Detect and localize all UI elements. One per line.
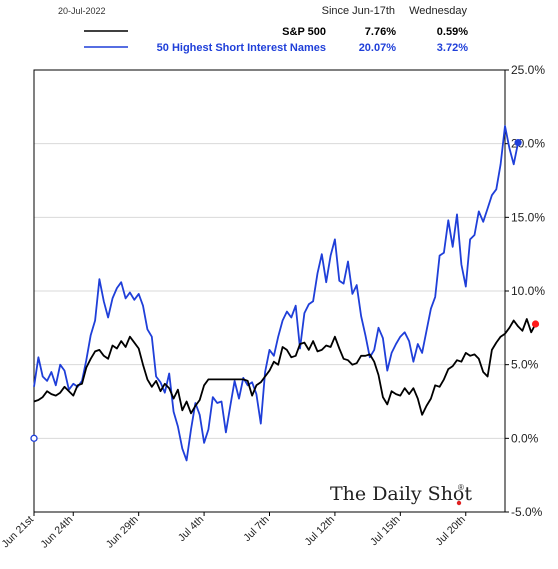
x-tick-label: Jul 20th: [433, 514, 468, 549]
watermark: The Daily Shot ®: [330, 483, 472, 506]
legend-day-short-interest: 3.72%: [437, 42, 468, 54]
end-point-sp500: [531, 320, 540, 328]
x-axis-ticks: Jun 21st Jun 24th Jun 29th Jul 4th Jul 7th Ju…: [0, 512, 468, 551]
header-day-label: Wednesday: [409, 5, 467, 17]
y-tick-label: 5.0%: [511, 358, 539, 372]
y-tick-label: 15.0%: [511, 210, 545, 224]
legend-since-short-interest: 20.07%: [359, 42, 397, 54]
x-tick-label: Jun 24th: [38, 514, 75, 551]
x-tick-label: Jun 21st: [0, 514, 36, 551]
markers: [30, 139, 540, 442]
start-point-marker: [30, 434, 38, 442]
series: [33, 125, 537, 462]
y-tick-label: -5.0%: [511, 505, 543, 519]
gridlines: [34, 143, 505, 439]
legend-label-sp500: S&P 500: [282, 26, 326, 38]
y-tick-label: 10.0%: [511, 284, 545, 298]
x-tick-label: Jul 4th: [176, 514, 206, 544]
watermark-registered-mark: ®: [458, 483, 464, 492]
y-tick-label: 0.0%: [511, 431, 539, 445]
legend-item-sp500: S&P 500 7.76% 0.59%: [84, 26, 468, 38]
legend-since-sp500: 7.76%: [365, 26, 396, 38]
x-tick-label: Jul 7th: [241, 514, 271, 544]
watermark-dot: [456, 500, 462, 506]
x-tick-label: Jul 15th: [368, 514, 403, 549]
chart-date: 20-Jul-2022: [58, 6, 106, 16]
series-line-sp500: [33, 318, 537, 416]
legend-item-short-interest: 50 Highest Short Interest Names 20.07% 3…: [84, 42, 468, 54]
x-tick-label: Jun 29th: [104, 514, 141, 551]
legend-day-sp500: 0.59%: [437, 26, 468, 38]
header-since-label: Since Jun-17th: [322, 5, 395, 17]
y-axis-ticks: -5.0%0.0%5.0%10.0%15.0%20.0%25.0%: [505, 63, 545, 519]
legend: S&P 500 7.76% 0.59% 50 Highest Short Int…: [84, 26, 468, 54]
end-point-short-interest: [514, 139, 522, 147]
y-tick-label: 25.0%: [511, 63, 545, 77]
x-tick-label: Jul 12th: [303, 514, 338, 549]
legend-label-short-interest: 50 Highest Short Interest Names: [157, 42, 326, 54]
series-line-short-interest: [33, 125, 519, 462]
watermark-text: The Daily Shot: [330, 483, 472, 505]
